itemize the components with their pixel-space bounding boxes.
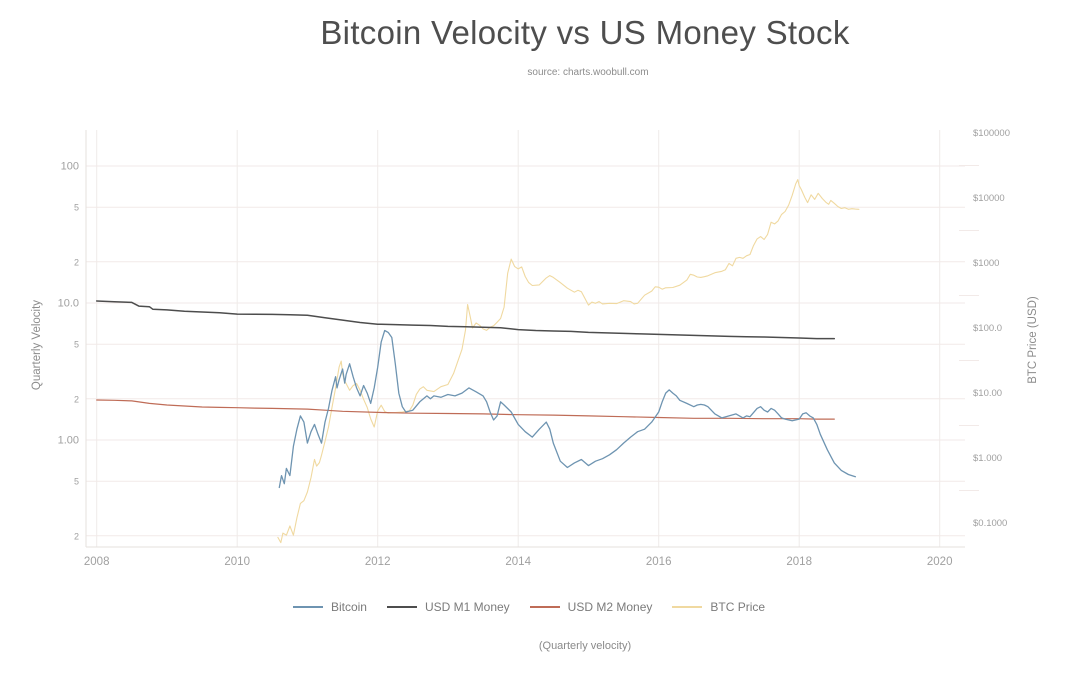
right-axis-tick-label: $10.00 (973, 388, 1002, 399)
series-bitcoin-line (278, 329, 857, 489)
series-usd_m2-line (96, 399, 835, 420)
legend-label-usd_m1: USD M1 Money (424, 600, 510, 614)
right-axis-tick-label: $10000 (973, 193, 1005, 204)
legend-item-bitcoin[interactable]: Bitcoin (292, 600, 367, 614)
chart-source-subtitle: source: charts.woobull.com (527, 67, 649, 78)
legend-swatch-usd_m2 (529, 606, 560, 608)
chart-legend: Bitcoin USD M1 Money USD M2 Money BTC Price (0, 600, 1058, 614)
x-axis-tick-label: 2010 (224, 556, 250, 568)
left-axis-tick-label: 2 (74, 257, 79, 267)
right-axis-tick-label: $1000 (973, 258, 999, 269)
right-axis-tick-label: $0.1000 (973, 518, 1007, 529)
legend-label-usd_m2: USD M2 Money (567, 600, 653, 614)
chart-caption: (Quarterly velocity) (538, 640, 632, 652)
right-axis-tick-label: $100000 (973, 128, 1010, 139)
legend-item-usd_m2[interactable]: USD M2 Money (529, 600, 653, 614)
left-axis-tick-label: 2 (74, 531, 79, 541)
left-axis-tick-label: 10.0 (58, 298, 79, 310)
left-axis-tick-label: 1.00 (58, 435, 79, 447)
x-axis-tick-label: 2016 (646, 556, 672, 568)
legend-swatch-btc_price (672, 606, 703, 608)
page-title: Bitcoin Velocity vs US Money Stock (320, 14, 850, 51)
x-axis-tick-label: 2008 (84, 556, 110, 568)
legend-label-btc_price: BTC Price (710, 600, 766, 614)
left-axis-tick-label: 5 (74, 477, 79, 487)
left-axis-tick-label: 5 (74, 340, 79, 350)
legend-item-btc_price[interactable]: BTC Price (672, 600, 765, 614)
right-axis-tick-label: $100.0 (973, 323, 1002, 334)
right-axis-title: BTC Price (USD) (1027, 296, 1039, 384)
legend-label-bitcoin: Bitcoin (330, 600, 367, 614)
x-axis-tick-label: 2012 (365, 556, 391, 568)
series-btc_price-line (277, 179, 860, 544)
legend-swatch-bitcoin (292, 606, 323, 608)
x-axis-tick-label: 2018 (786, 556, 812, 568)
left-axis-tick-label: 2 (74, 394, 79, 404)
series-usd_m1-line (95, 300, 836, 340)
left-axis-tick-label: 100 (61, 161, 79, 173)
x-axis-tick-label: 2014 (505, 556, 531, 568)
left-axis-title: Quarterly Velocity (31, 300, 43, 390)
legend-item-usd_m1[interactable]: USD M1 Money (386, 600, 510, 614)
right-axis-tick-label: $1.000 (973, 453, 1002, 464)
x-axis-tick-label: 2020 (927, 556, 953, 568)
legend-swatch-usd_m1 (386, 606, 417, 608)
left-axis-tick-label: 5 (74, 203, 79, 213)
